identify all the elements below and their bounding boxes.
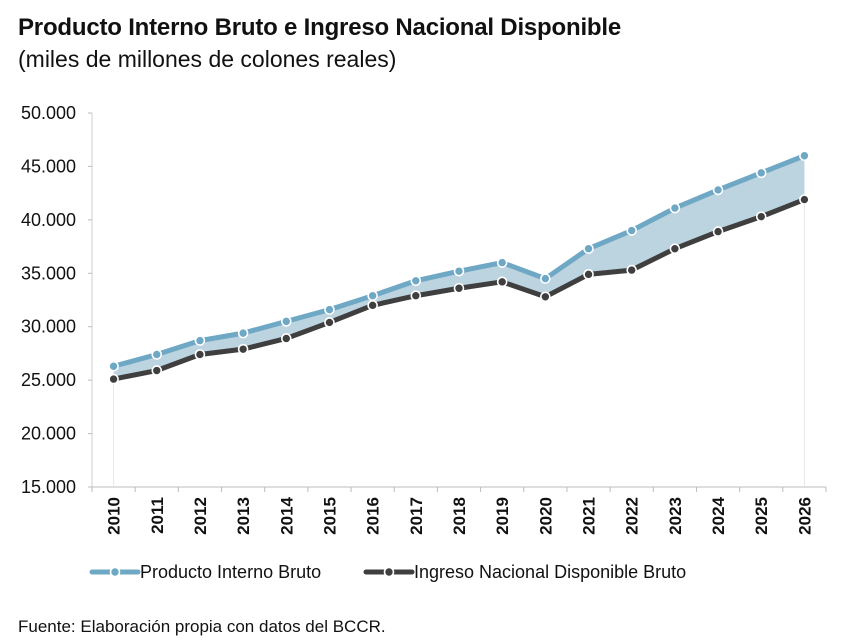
x-tick-label: 2021 <box>580 497 599 535</box>
pib-data-point <box>755 167 767 179</box>
chart-subtitle: (miles de millones de colones reales) <box>18 46 397 72</box>
pib-series-line <box>111 153 807 369</box>
legend-pib-marker <box>109 566 121 578</box>
x-tick-label: 2011 <box>148 497 167 534</box>
ingreso-data-point <box>669 243 681 255</box>
pib-data-point <box>367 290 378 302</box>
pib-data-point <box>151 349 163 360</box>
pib-data-point <box>669 202 681 214</box>
y-tick-label: 30.000 <box>21 317 76 337</box>
ingreso-data-point <box>280 333 292 344</box>
ingreso-data-point <box>194 349 206 360</box>
y-tick-label: 40.000 <box>21 210 76 230</box>
x-tick-label: 2015 <box>320 497 339 535</box>
ingreso-data-point <box>712 226 724 237</box>
x-tick-label: 2014 <box>277 496 296 534</box>
ingreso-data-point <box>367 300 378 311</box>
ingreso-data-point <box>237 343 249 355</box>
x-tick-label: 2017 <box>407 497 426 535</box>
pib-data-point <box>237 327 249 339</box>
ingreso-data-point <box>540 291 551 303</box>
pib-data-point <box>324 304 335 315</box>
x-tick-label: 2013 <box>234 497 253 535</box>
pib-data-point <box>712 184 724 196</box>
x-tick-label: 2019 <box>493 497 512 535</box>
y-tick-label: 20.000 <box>21 424 76 444</box>
y-tick-label: 15.000 <box>21 477 76 497</box>
ingreso-data-point <box>496 276 508 288</box>
x-tick-label: 2022 <box>623 497 642 535</box>
pib-data-point <box>280 316 292 327</box>
ingreso-data-point <box>410 290 422 302</box>
pib-data-point <box>799 150 810 162</box>
ingreso-data-point <box>151 365 163 376</box>
ingreso-data-point <box>324 317 335 328</box>
legend-ingreso-marker <box>383 566 395 578</box>
x-tick-label: 2012 <box>191 497 210 535</box>
y-tick-label: 35.000 <box>21 263 76 283</box>
pib-data-point <box>410 275 422 287</box>
ingreso-data-point <box>583 269 594 280</box>
ingreso-data-point <box>108 373 119 385</box>
y-tick-label: 50.000 <box>21 103 76 123</box>
x-tick-label: 2020 <box>536 497 555 535</box>
ingreso-data-point <box>799 194 810 205</box>
legend-pib-label: Producto Interno Bruto <box>140 562 321 582</box>
pib-data-point <box>453 265 465 277</box>
x-tick-label: 2025 <box>752 497 771 535</box>
x-tick-label: 2010 <box>105 497 124 535</box>
y-tick-label: 25.000 <box>21 370 76 390</box>
chart-svg: 15.000 20.000 25.000 30.000 35.000 40.000 45.0… <box>21 103 827 582</box>
pib-data-point <box>108 360 119 372</box>
pib-data-point <box>496 257 508 268</box>
x-tick-label: 2018 <box>450 497 469 535</box>
source-note: Fuente: Elaboración propia con datos del… <box>18 617 386 636</box>
ingreso-data-point <box>755 211 767 222</box>
pib-data-point <box>626 225 638 236</box>
y-tick-label: 45.000 <box>21 156 76 176</box>
pib-data-point <box>583 243 594 255</box>
pib-data-point <box>194 335 206 346</box>
pib-data-point <box>540 273 551 284</box>
ingreso-data-point <box>453 282 465 294</box>
x-tick-label: 2016 <box>364 497 383 535</box>
legend-ingreso-label: Ingreso Nacional Disponible Bruto <box>414 562 686 582</box>
x-tick-label: 2023 <box>666 497 685 535</box>
x-tick-label: 2026 <box>795 497 814 535</box>
ingreso-data-point <box>626 264 638 276</box>
x-tick-label: 2024 <box>709 496 728 534</box>
chart-title: Producto Interno Bruto e Ingreso Naciona… <box>18 14 621 41</box>
